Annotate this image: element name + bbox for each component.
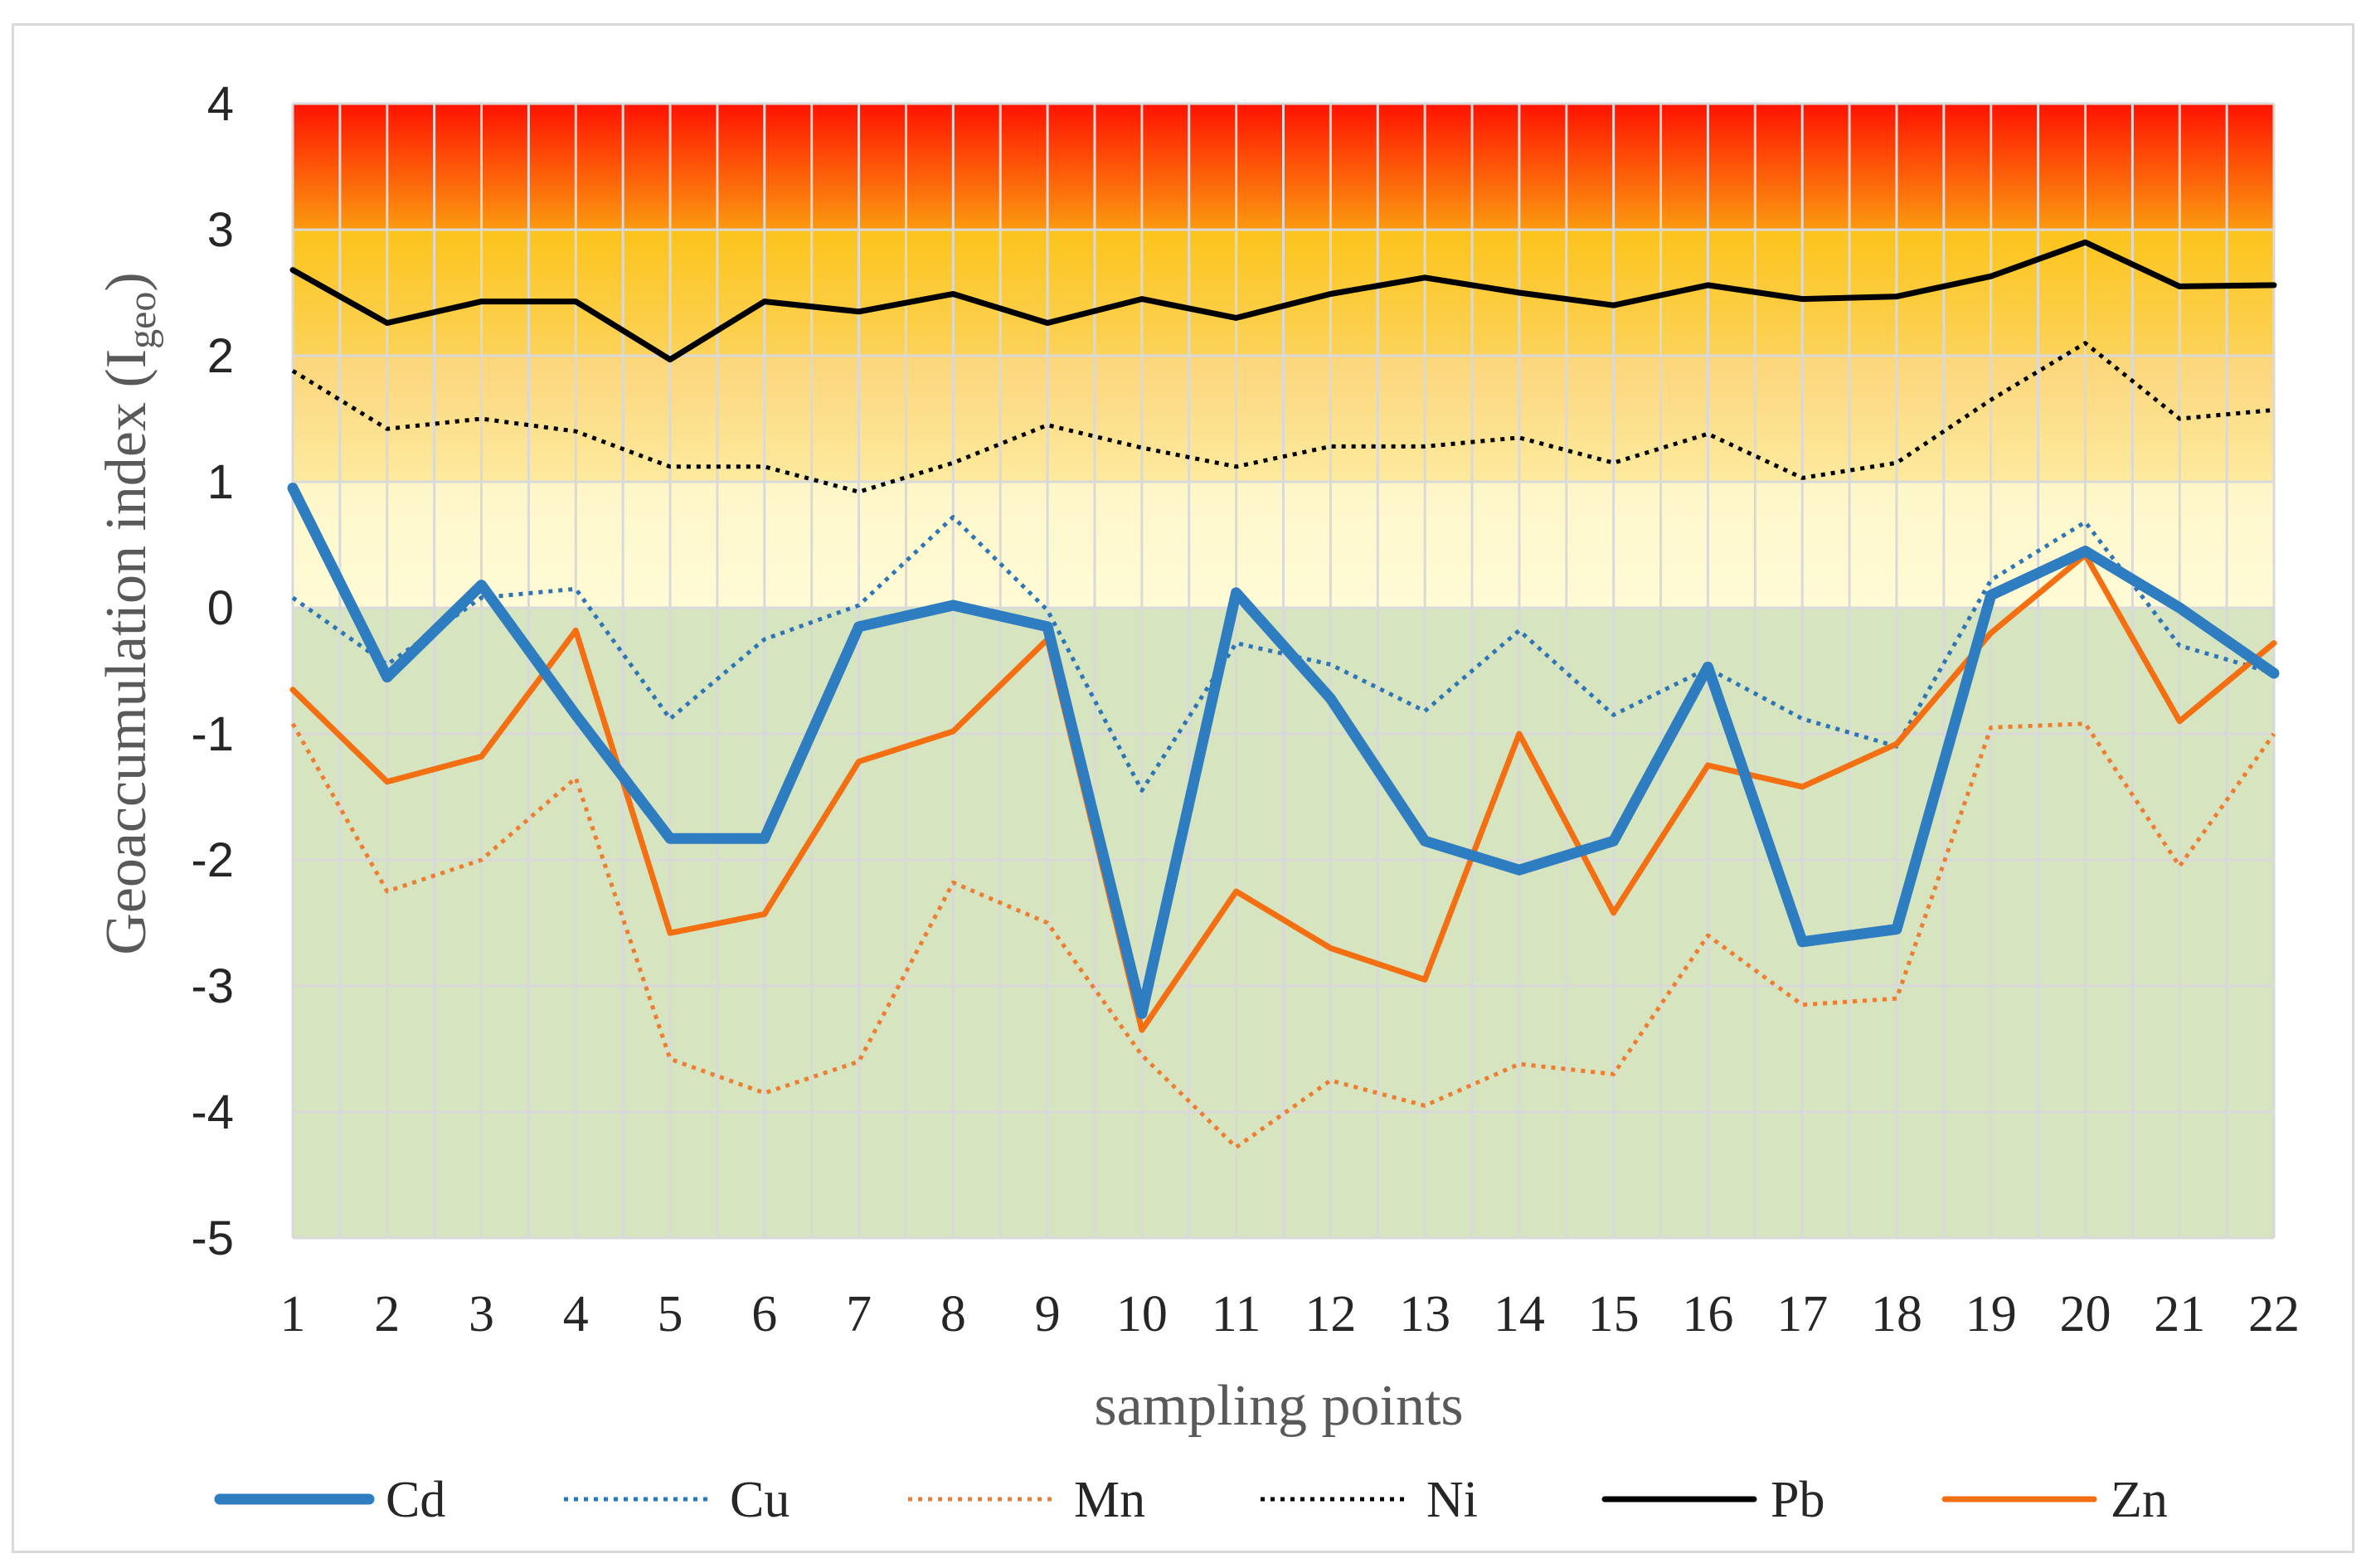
y-tick-label: 3 bbox=[207, 203, 234, 257]
x-tick-label: 4 bbox=[563, 1286, 589, 1342]
x-tick-label: 21 bbox=[2154, 1286, 2205, 1342]
y-tick-label: 4 bbox=[207, 77, 234, 131]
legend-item-cd: Cd bbox=[214, 1472, 445, 1528]
y-tick-label: -1 bbox=[191, 707, 234, 761]
legend-item-cu: Cu bbox=[564, 1472, 790, 1528]
x-tick-label: 18 bbox=[1871, 1286, 1922, 1342]
gridlines bbox=[291, 102, 2276, 1240]
x-tick-label: 3 bbox=[469, 1286, 494, 1342]
legend-item-ni: Ni bbox=[1261, 1472, 1478, 1528]
legend-label-cd: Cd bbox=[386, 1472, 445, 1528]
series-cu-line bbox=[291, 515, 2275, 793]
x-tick-label: 12 bbox=[1305, 1286, 1356, 1342]
y-tick-label: -2 bbox=[191, 833, 234, 887]
legend: Cd Cu Mn Ni Pb Zn bbox=[214, 1472, 2168, 1528]
x-tick-label: 8 bbox=[940, 1286, 966, 1342]
legend-item-mn: Mn bbox=[908, 1472, 1145, 1528]
x-axis-title: sampling points bbox=[1094, 1374, 1463, 1438]
x-tick-label: 10 bbox=[1116, 1286, 1168, 1342]
y-tick-label: 2 bbox=[207, 329, 234, 383]
series-lines bbox=[287, 239, 2280, 1150]
x-tick-label: 13 bbox=[1399, 1286, 1450, 1342]
x-tick-label: 9 bbox=[1035, 1286, 1061, 1342]
x-tick-label: 1 bbox=[280, 1286, 306, 1342]
y-axis-ticks: 4 3 2 1 0 -1 -2 -3 -4 -5 bbox=[191, 77, 234, 1265]
x-tick-label: 20 bbox=[2059, 1286, 2111, 1342]
x-tick-label: 22 bbox=[2248, 1286, 2300, 1342]
x-tick-label: 11 bbox=[1212, 1286, 1261, 1342]
y-tick-label: -5 bbox=[191, 1211, 234, 1265]
legend-label-cu: Cu bbox=[730, 1472, 790, 1528]
y-axis-title-subscript: geo bbox=[120, 292, 164, 349]
x-tick-label: 7 bbox=[846, 1286, 872, 1342]
x-tick-label: 14 bbox=[1494, 1286, 1545, 1342]
series-cd-line bbox=[287, 483, 2280, 1019]
y-tick-label: 0 bbox=[207, 581, 234, 635]
y-axis-title: Geoaccumulation index (Igeo) bbox=[95, 272, 164, 954]
y-axis-title-main: Geoaccumulation index (I bbox=[95, 349, 158, 955]
legend-item-zn: Zn bbox=[1941, 1472, 2168, 1528]
series-pb-line bbox=[289, 239, 2277, 363]
x-tick-label: 19 bbox=[1965, 1286, 2017, 1342]
legend-label-zn: Zn bbox=[2111, 1472, 2168, 1528]
x-tick-label: 5 bbox=[658, 1286, 683, 1342]
y-tick-label: -4 bbox=[191, 1085, 234, 1139]
x-axis-ticks: 1 2 3 4 5 6 7 8 9 10 11 12 13 14 15 16 17 18 19 20 21 22 bbox=[280, 1286, 2301, 1342]
series-ni-line bbox=[291, 341, 2275, 494]
x-tick-label: 15 bbox=[1588, 1286, 1640, 1342]
x-tick-label: 17 bbox=[1776, 1286, 1828, 1342]
legend-label-mn: Mn bbox=[1074, 1472, 1145, 1528]
legend-label-pb: Pb bbox=[1771, 1472, 1824, 1528]
y-tick-label: 1 bbox=[207, 455, 234, 509]
x-tick-label: 2 bbox=[374, 1286, 400, 1342]
y-axis-title-close: ) bbox=[95, 272, 158, 291]
legend-item-pb: Pb bbox=[1601, 1472, 1824, 1528]
x-tick-label: 6 bbox=[751, 1286, 777, 1342]
legend-label-ni: Ni bbox=[1426, 1472, 1478, 1528]
x-tick-label: 16 bbox=[1682, 1286, 1733, 1342]
y-tick-label: -3 bbox=[191, 959, 234, 1013]
